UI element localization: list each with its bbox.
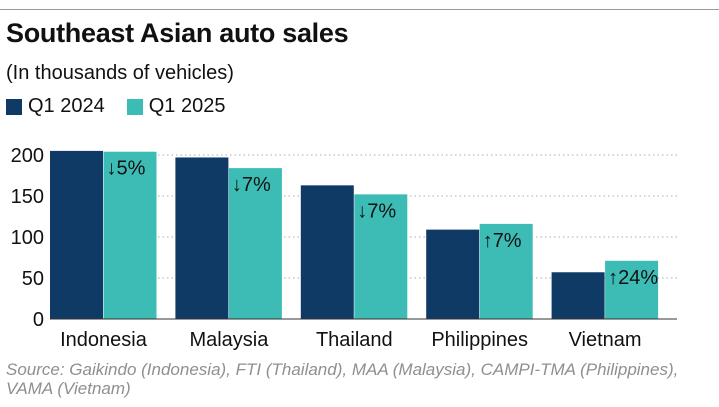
legend-item-q1-2024: Q1 2024: [6, 95, 105, 118]
change-label-thailand: ↓7%: [357, 200, 396, 222]
legend-label-q1-2025: Q1 2025: [148, 95, 226, 117]
x-tick-label-vietnam: Vietnam: [569, 329, 642, 351]
bar-indonesia-q1-2024: [50, 150, 103, 319]
bar-vietnam-q1-2024: [551, 272, 605, 319]
x-tick-label-indonesia: Indonesia: [60, 329, 148, 351]
top-rule: [0, 9, 719, 10]
y-tick-label-200: 200: [11, 145, 44, 167]
bar-vietnam-q1-2025: [605, 260, 659, 319]
x-tick-label-thailand: Thailand: [316, 329, 393, 351]
legend: Q1 2024 Q1 2025: [6, 95, 247, 118]
chart-title: Southeast Asian auto sales: [6, 18, 349, 48]
legend-swatch-q1-2025: [126, 98, 143, 115]
bar-philippines-q1-2025: [479, 223, 533, 319]
bar-thailand-q1-2024: [300, 185, 354, 319]
change-label-philippines: ↑7%: [483, 230, 522, 252]
y-tick-label-0: 0: [33, 309, 44, 331]
y-tick-label-150: 150: [11, 186, 44, 208]
bar-malaysia-q1-2025: [228, 168, 282, 319]
legend-swatch-q1-2024: [6, 98, 22, 115]
y-tick-label-50: 50: [22, 268, 44, 290]
x-tick-label-philippines: Philippines: [431, 329, 528, 351]
bar-philippines-q1-2024: [426, 229, 480, 319]
legend-label-q1-2024: Q1 2024: [28, 95, 105, 117]
bar-malaysia-q1-2024: [175, 157, 229, 319]
bar-thailand-q1-2025: [354, 194, 408, 319]
y-tick-label-100: 100: [11, 227, 44, 249]
x-tick-label-malaysia: Malaysia: [189, 329, 269, 351]
legend-item-q1-2025: Q1 2025: [126, 95, 226, 118]
bar-indonesia-q1-2025: [103, 151, 157, 319]
bar-chart: 0 50 100 150 200 ↓5% Indonesia ↓7% Malaysia ↓7% Th…: [11, 145, 677, 351]
chart-subtitle: (In thousands of vehicles): [6, 62, 234, 84]
source-note: Source: Gaikindo (Indonesia), FTI (Thail…: [6, 360, 679, 398]
change-label-malaysia: ↓7%: [232, 174, 271, 196]
change-label-vietnam: ↑24%: [608, 267, 658, 289]
change-label-indonesia: ↓5%: [107, 158, 146, 180]
